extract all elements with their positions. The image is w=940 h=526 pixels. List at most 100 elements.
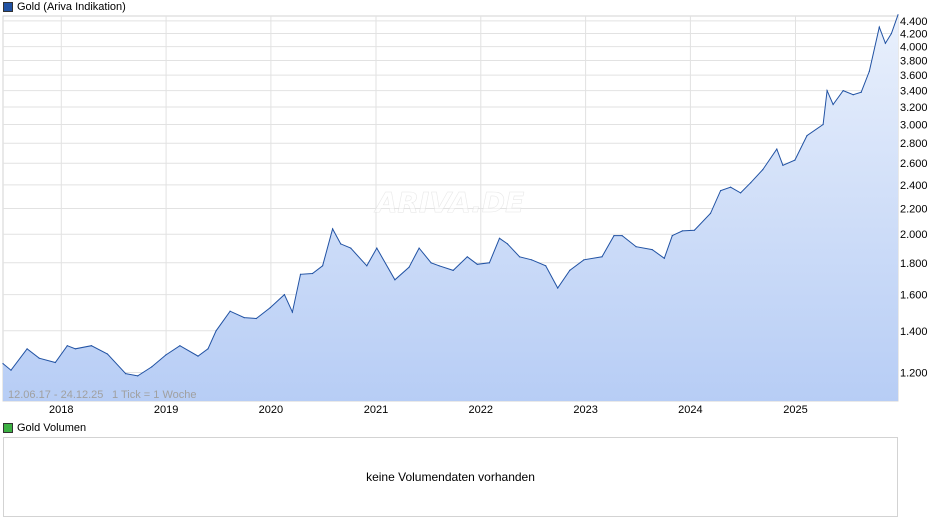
price-point xyxy=(430,262,432,264)
y-tick-label: 2.200 xyxy=(900,203,928,215)
volume-empty-message: keine Volumendaten vorhanden xyxy=(366,470,535,484)
x-tick-label: 2022 xyxy=(469,404,493,416)
y-tick-label: 3.200 xyxy=(900,102,928,114)
x-tick-label: 2018 xyxy=(49,404,73,416)
x-tick-label: 2020 xyxy=(259,404,283,416)
x-tick-label: 2025 xyxy=(783,404,807,416)
price-point xyxy=(730,186,732,188)
y-tick-label: 1.400 xyxy=(900,326,928,338)
x-tick-label: 2019 xyxy=(154,404,178,416)
price-point xyxy=(10,369,12,371)
price-line[interactable] xyxy=(2,14,899,377)
price-point xyxy=(681,230,684,232)
price-point xyxy=(2,363,4,365)
price-point xyxy=(762,169,764,171)
price-point xyxy=(476,263,478,265)
price-point xyxy=(498,237,501,239)
price-point xyxy=(106,353,109,355)
price-point xyxy=(557,287,559,289)
tick-interval-label: 1 Tick = 1 Woche xyxy=(112,389,196,401)
y-tick-label: 3.000 xyxy=(900,120,928,132)
price-point xyxy=(90,345,92,347)
price-point xyxy=(408,266,410,268)
price-point xyxy=(366,265,368,267)
price-legend-swatch xyxy=(3,2,13,12)
price-point xyxy=(488,262,490,264)
price-point xyxy=(776,148,778,150)
price-point xyxy=(750,182,752,184)
price-point xyxy=(215,330,217,332)
price-point xyxy=(255,317,257,320)
price-point xyxy=(151,366,153,368)
price-point xyxy=(842,90,844,92)
price-point xyxy=(832,103,834,106)
price-point xyxy=(613,235,615,237)
ariva-watermark: ARIVA.DE xyxy=(374,186,525,219)
price-point xyxy=(38,357,40,359)
y-tick-label: 2.000 xyxy=(900,229,928,241)
price-point xyxy=(635,246,637,248)
y-tick-label: 2.400 xyxy=(900,180,928,192)
price-point xyxy=(165,354,167,356)
x-tick-label: 2023 xyxy=(573,404,597,416)
price-point xyxy=(207,348,209,350)
price-point xyxy=(583,259,585,261)
price-point xyxy=(868,70,870,72)
y-tick-label: 3.800 xyxy=(900,56,928,68)
price-area xyxy=(3,14,898,402)
price-point xyxy=(66,345,68,347)
price-point xyxy=(663,257,665,259)
price-point xyxy=(860,91,862,93)
y-tick-label: 1.200 xyxy=(900,367,928,379)
price-point xyxy=(269,307,271,309)
price-point xyxy=(418,247,420,249)
price-point xyxy=(878,26,880,28)
price-point xyxy=(569,269,571,271)
y-tick-label: 3.400 xyxy=(900,86,928,98)
price-point xyxy=(394,279,396,281)
price-point xyxy=(197,355,199,357)
y-tick-label: 1.800 xyxy=(900,258,928,270)
price-points xyxy=(2,14,899,377)
price-point xyxy=(438,265,440,267)
y-tick-label: 2.800 xyxy=(900,138,928,150)
price-point xyxy=(806,135,808,137)
price-chart[interactable]: ARIVA.DE 1.200 1.400 1.600 1.800 2.000 2.200 2… xyxy=(0,0,940,420)
price-point xyxy=(350,247,352,249)
price-point xyxy=(709,212,712,214)
volume-legend-label: Gold Volumen xyxy=(17,422,87,434)
price-point xyxy=(782,164,784,166)
price-point xyxy=(897,14,899,16)
price-point xyxy=(376,247,378,249)
price-point xyxy=(322,265,324,267)
price-point xyxy=(740,192,742,194)
price-point xyxy=(299,273,302,275)
price-legend-label: Gold (Ariva Indikation) xyxy=(17,1,126,13)
price-point xyxy=(720,190,722,192)
price-point xyxy=(822,123,824,126)
price-point xyxy=(291,311,293,313)
price-point xyxy=(519,256,521,258)
y-tick-label: 1.600 xyxy=(900,290,928,302)
price-point xyxy=(621,235,623,237)
price-point xyxy=(229,310,231,312)
price-point xyxy=(283,294,285,296)
price-point xyxy=(332,228,334,230)
price-point xyxy=(466,256,468,258)
price-point xyxy=(545,265,547,267)
price-point xyxy=(852,94,854,96)
y-axis-labels: 1.200 1.400 1.600 1.800 2.000 2.200 2.400 2.600… xyxy=(900,16,928,380)
price-legend: Gold (Ariva Indikation) xyxy=(3,0,126,14)
y-tick-label: 3.600 xyxy=(900,70,928,82)
y-tick-label: 4.000 xyxy=(900,42,928,54)
price-point xyxy=(693,229,696,231)
x-tick-label: 2021 xyxy=(364,404,388,416)
price-point xyxy=(601,256,603,258)
y-tick-label: 4.400 xyxy=(900,16,928,28)
price-point xyxy=(243,317,245,319)
price-point xyxy=(506,243,509,245)
price-point xyxy=(890,32,893,35)
volume-legend-swatch xyxy=(3,423,13,433)
price-point xyxy=(125,373,127,375)
price-point xyxy=(26,348,28,350)
